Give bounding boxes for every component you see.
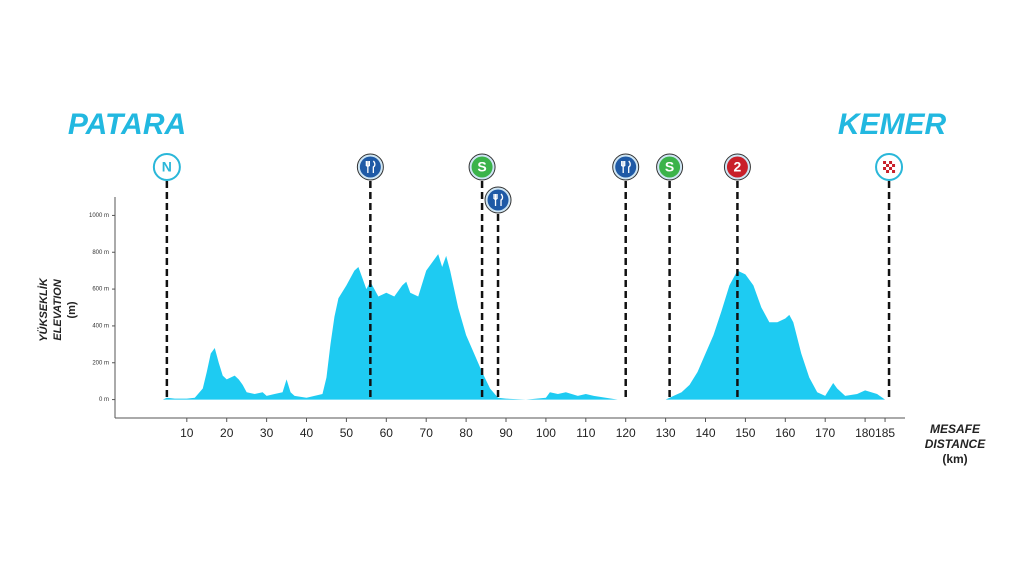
x-tick-label: 120 (616, 426, 636, 440)
y-label-line: ELEVATION (52, 278, 64, 340)
fork-knife (621, 160, 631, 173)
marker-label: 2 (734, 159, 742, 175)
marker-disc (487, 189, 509, 211)
finish-check (886, 164, 890, 167)
x-tick-label: 10 (180, 426, 194, 440)
marker-icon: S (468, 153, 496, 181)
x-tick-label: 90 (499, 426, 513, 440)
x-tick-label: 50 (340, 426, 354, 440)
x-tick-label: 140 (695, 426, 715, 440)
marker-disc (615, 156, 637, 178)
marker-icon: N (152, 153, 181, 181)
finish-check (889, 161, 893, 164)
x-tick-label: 130 (656, 426, 676, 440)
finish-check (892, 170, 896, 173)
marker-icon (875, 153, 904, 181)
marker-disc (726, 156, 748, 178)
x-tick-label: 110 (576, 426, 595, 440)
x-tick-label: 80 (459, 426, 473, 440)
marker-label: S (665, 159, 674, 175)
y-tick-label: 200 m (92, 360, 109, 366)
marker-label: S (477, 159, 486, 175)
y-tick-label: 800 m (92, 250, 109, 256)
marker-icon: 2 (723, 153, 751, 181)
finish-check (892, 164, 896, 167)
marker-disc (156, 156, 178, 178)
y-tick-label: 1000 m (89, 213, 109, 219)
x-tick-label: 170 (815, 426, 835, 440)
fork-knife (365, 160, 376, 173)
x-tick-label: 185 (875, 426, 895, 440)
marker-icon: S (656, 153, 684, 181)
finish-title: KEMER (838, 108, 947, 141)
fork-knife (493, 193, 504, 206)
elevation-area (162, 254, 886, 400)
x-tick-label: 100 (536, 426, 556, 440)
x-label-line: (km) (942, 452, 967, 466)
x-label-line: DISTANCE (925, 437, 986, 451)
x-tick-label: 40 (300, 426, 314, 440)
x-tick-label: 150 (735, 426, 755, 440)
y-axis-label: YÜKSEKLİK ELEVATION (m) (37, 277, 78, 342)
y-label-line: (m) (66, 301, 78, 318)
x-tick-label: 160 (775, 426, 795, 440)
finish-check (883, 161, 887, 164)
x-tick-label: 70 (420, 426, 434, 440)
finish-check (886, 170, 890, 173)
y-tick-label: 400 m (92, 323, 109, 329)
marker-disc (659, 156, 681, 178)
y-tick-label: 600 m (92, 287, 109, 293)
finish-check (883, 167, 887, 170)
y-label-line: YÜKSEKLİK (37, 277, 50, 342)
marker-icon (484, 186, 512, 214)
marker-label: N (162, 159, 172, 175)
x-label-line: MESAFE (930, 422, 981, 436)
x-tick-label: 20 (220, 426, 234, 440)
x-axis-label: MESAFE DISTANCE (km) (925, 422, 986, 466)
finish-check (889, 167, 893, 170)
start-title: PATARA (68, 108, 186, 141)
marker-icon (612, 153, 640, 181)
marker-disc (471, 156, 493, 178)
marker-disc (359, 156, 381, 178)
x-tick-label: 60 (380, 426, 394, 440)
y-tick-label: 0 m (99, 397, 109, 403)
x-tick-label: 30 (260, 426, 274, 440)
marker-icon (356, 153, 384, 181)
x-tick-label: 180 (855, 426, 875, 440)
